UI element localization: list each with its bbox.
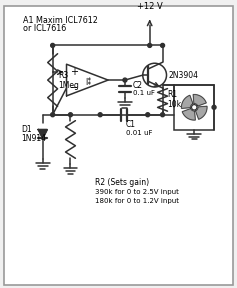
Text: C1: C1 <box>126 120 136 129</box>
Text: C2: C2 <box>133 81 143 90</box>
Text: or ICL7616: or ICL7616 <box>23 24 66 33</box>
Text: R2 (Sets gain): R2 (Sets gain) <box>95 178 149 187</box>
Circle shape <box>68 113 73 117</box>
Text: R3: R3 <box>59 71 69 79</box>
Text: 180k for 0 to 1.2V input: 180k for 0 to 1.2V input <box>95 198 179 204</box>
Circle shape <box>146 113 150 117</box>
Polygon shape <box>67 64 108 96</box>
Text: A1 Maxim ICL7612: A1 Maxim ICL7612 <box>23 16 98 25</box>
Polygon shape <box>38 130 47 139</box>
Polygon shape <box>182 109 195 120</box>
Circle shape <box>161 113 164 117</box>
Text: +12 V: +12 V <box>137 2 163 11</box>
Circle shape <box>148 43 152 48</box>
Circle shape <box>191 105 197 110</box>
Polygon shape <box>182 95 193 108</box>
Text: R1: R1 <box>168 90 178 99</box>
Text: 390k for 0 to 2.5V input: 390k for 0 to 2.5V input <box>95 189 179 195</box>
Circle shape <box>161 43 164 48</box>
Polygon shape <box>196 106 207 119</box>
Circle shape <box>51 113 55 117</box>
Polygon shape <box>193 94 206 106</box>
Text: 1Meg: 1Meg <box>59 81 79 90</box>
Text: 2N3904: 2N3904 <box>169 71 199 79</box>
Text: D1: D1 <box>21 125 32 134</box>
Bar <box>174 85 214 130</box>
Text: −: − <box>70 83 79 93</box>
Circle shape <box>51 43 55 48</box>
Circle shape <box>98 113 102 117</box>
Text: +: + <box>70 67 78 77</box>
Text: 10k: 10k <box>168 100 182 109</box>
Circle shape <box>123 78 127 82</box>
Text: 0.01 uF: 0.01 uF <box>126 130 152 136</box>
Text: 0.1 uF: 0.1 uF <box>133 90 155 96</box>
Text: 1N914: 1N914 <box>21 134 46 143</box>
Circle shape <box>212 105 216 109</box>
Text: I⁑: I⁑ <box>85 77 91 87</box>
Circle shape <box>143 63 167 87</box>
